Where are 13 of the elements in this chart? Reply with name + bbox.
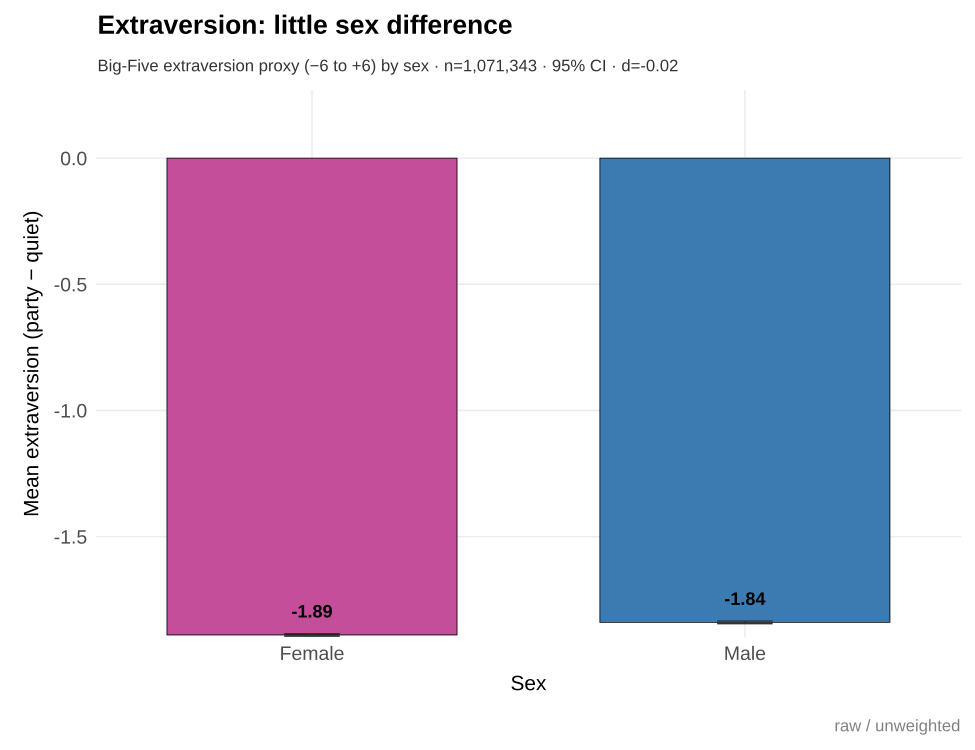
text: raw / unweighted xyxy=(835,719,960,735)
chart-title: Extraversion: little sex difference xyxy=(99,14,512,34)
y-axis-title: Mean extraversion (party − quiet) xyxy=(23,212,43,516)
x-axis-title: Sex xyxy=(511,676,546,690)
y-tick-label: -1.0 xyxy=(54,404,86,418)
y-tick-label: -1.5 xyxy=(54,530,86,544)
data-label: -1.84 xyxy=(725,592,766,606)
data-label: -1.89 xyxy=(292,604,332,618)
y-tick-label: -0.5 xyxy=(54,278,86,292)
x-tick-label: Female xyxy=(281,646,344,660)
x-tick-label: Male xyxy=(725,646,766,660)
y-tick-label: 0.0 xyxy=(60,152,86,166)
chart-subtitle: Big-Five extraversion proxy (−6 to +6) by sex · n=1,071,343 · 95% CI · d=-0.02 xyxy=(98,59,678,75)
